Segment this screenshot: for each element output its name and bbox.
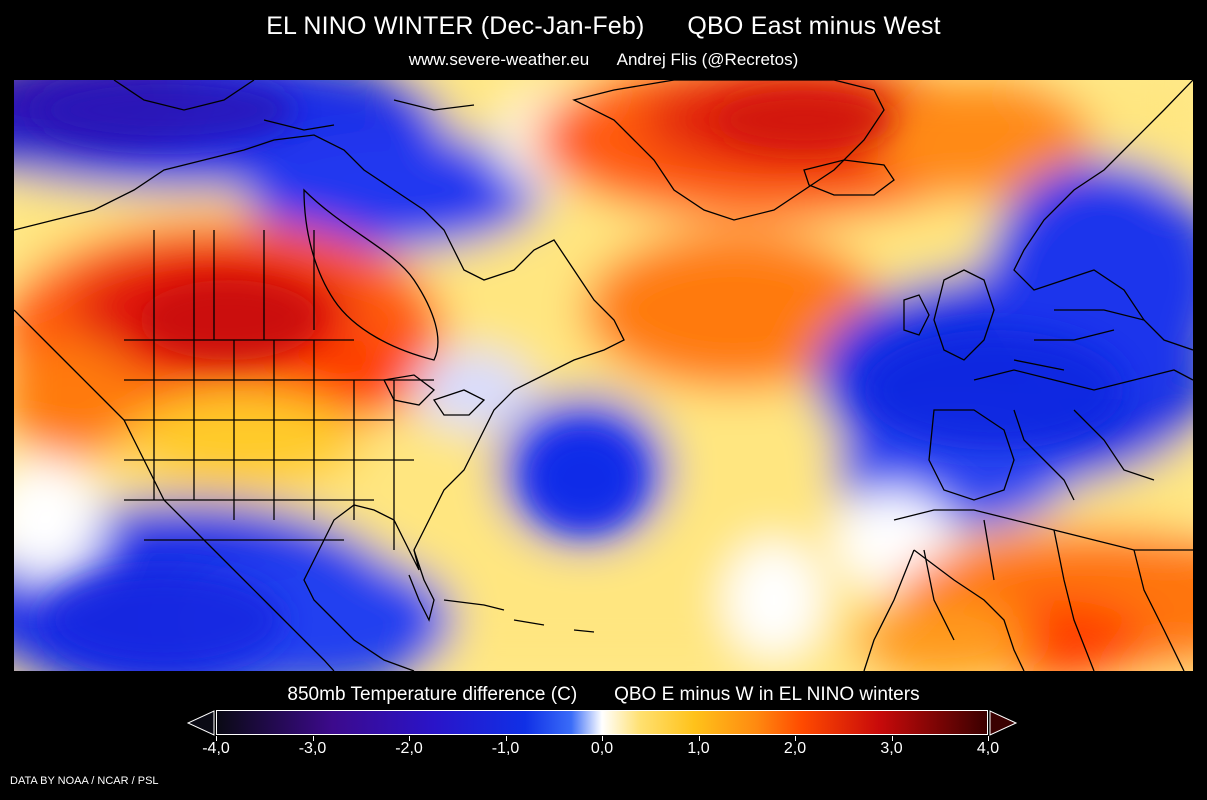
coastlines: [14, 80, 1193, 671]
colorbar: [186, 709, 1018, 739]
colorbar-tick-label: 3,0: [880, 740, 903, 757]
temperature-field-accents: [34, 80, 1124, 670]
anomaly-map: [14, 80, 1193, 671]
map-title: EL NINO WINTER (Dec-Jan-Feb) QBO East mi…: [266, 12, 941, 40]
colorbar-tick-label: -4,0: [202, 740, 230, 757]
map-subtitle: www.severe-weather.eu Andrej Flis (@Recr…: [408, 50, 799, 69]
colorbar-tick-label: 2,0: [783, 740, 807, 757]
colorbar-tick-mark: [602, 736, 603, 741]
colorbar-tick-mark: [505, 736, 507, 741]
colorbar-left-arrow: [186, 710, 215, 736]
colorbar-tick-mark: [988, 736, 989, 741]
colorbar-tick-label: -1,0: [491, 740, 520, 757]
colorbar-tick-label: 1,0: [687, 740, 710, 757]
anomaly-map-svg: [14, 80, 1193, 671]
colorbar-tick-mark: [891, 736, 893, 741]
colorbar-tick-mark: [795, 736, 796, 741]
colorbar-tick-mark: [698, 736, 700, 741]
colorbar-right-arrow: [989, 710, 1018, 736]
colorbar-tick-label: -2,0: [395, 740, 423, 757]
colorbar-gradient: [216, 710, 988, 735]
colorbar-tick-mark: [312, 736, 314, 741]
colorbar-tick-label: 4,0: [976, 740, 1000, 757]
colorbar-tick-mark: [409, 736, 410, 741]
colorbar-ticks: -4,0 -3,0 -2,0 -1,0 0,0 1,0 2,0 3,0 4,0: [202, 736, 999, 766]
colorbar-tick-mark: [216, 736, 217, 741]
colorbar-tick-label: 0,0: [590, 740, 614, 757]
legend-title: 850mb Temperature difference (C) QBO E m…: [287, 684, 920, 705]
colorbar-tick-label: -3,0: [298, 740, 327, 757]
data-credit: DATA BY NOAA / NCAR / PSL: [10, 775, 159, 787]
